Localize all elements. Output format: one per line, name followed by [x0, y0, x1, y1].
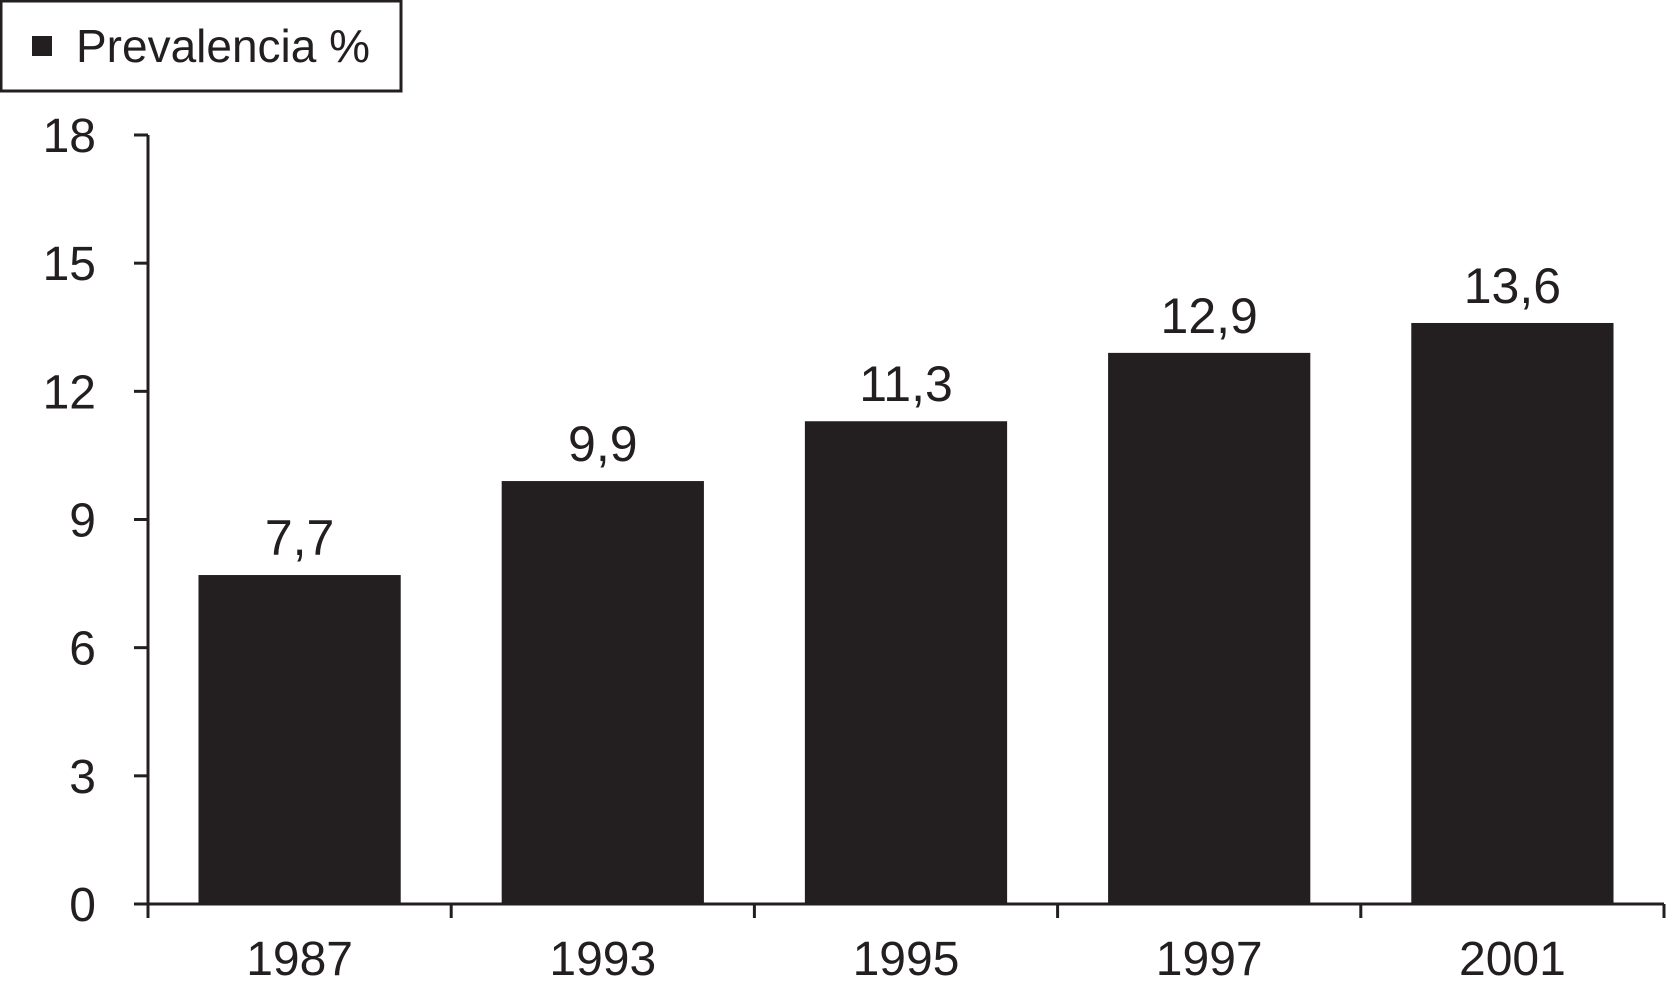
- legend-swatch: [32, 36, 52, 56]
- y-tick-label: 12: [43, 366, 96, 419]
- x-tick-label-2001: 2001: [1459, 933, 1566, 986]
- y-axis: 0 3 6 9 12 15 18: [43, 110, 150, 932]
- x-tick-label-1987: 1987: [246, 933, 353, 986]
- bar-1987: [198, 575, 401, 904]
- x-tick-label-1993: 1993: [549, 933, 656, 986]
- y-tick-label: 0: [69, 879, 96, 932]
- y-tick-label: 15: [43, 238, 96, 291]
- bar-1993: [501, 481, 704, 904]
- x-tick-label-1997: 1997: [1156, 933, 1263, 986]
- y-tick-label: 9: [69, 495, 96, 548]
- data-label-1993: 9,9: [568, 416, 638, 472]
- data-label-1995: 11,3: [859, 356, 953, 412]
- legend-box: [0, 0, 403, 93]
- bar-1997: [1108, 352, 1311, 905]
- bar-2001: [1411, 322, 1614, 904]
- legend: Prevalencia %: [0, 0, 403, 93]
- legend-label: Prevalencia %: [76, 20, 370, 72]
- bars: [198, 322, 1614, 905]
- y-tick-label: 3: [69, 751, 96, 804]
- y-tick-label: 18: [43, 110, 96, 163]
- data-labels: 7,7 9,9 11,3 12,9 13,6: [265, 258, 1561, 566]
- y-tick-label: 6: [69, 623, 96, 676]
- bar-1995: [804, 421, 1008, 904]
- data-label-1987: 7,7: [265, 510, 335, 566]
- data-label-1997: 12,9: [1161, 288, 1258, 344]
- data-label-2001: 13,6: [1464, 258, 1561, 314]
- x-axis: 1987 1993 1995 1997 2001: [146, 902, 1666, 986]
- x-tick-label-1995: 1995: [853, 933, 960, 986]
